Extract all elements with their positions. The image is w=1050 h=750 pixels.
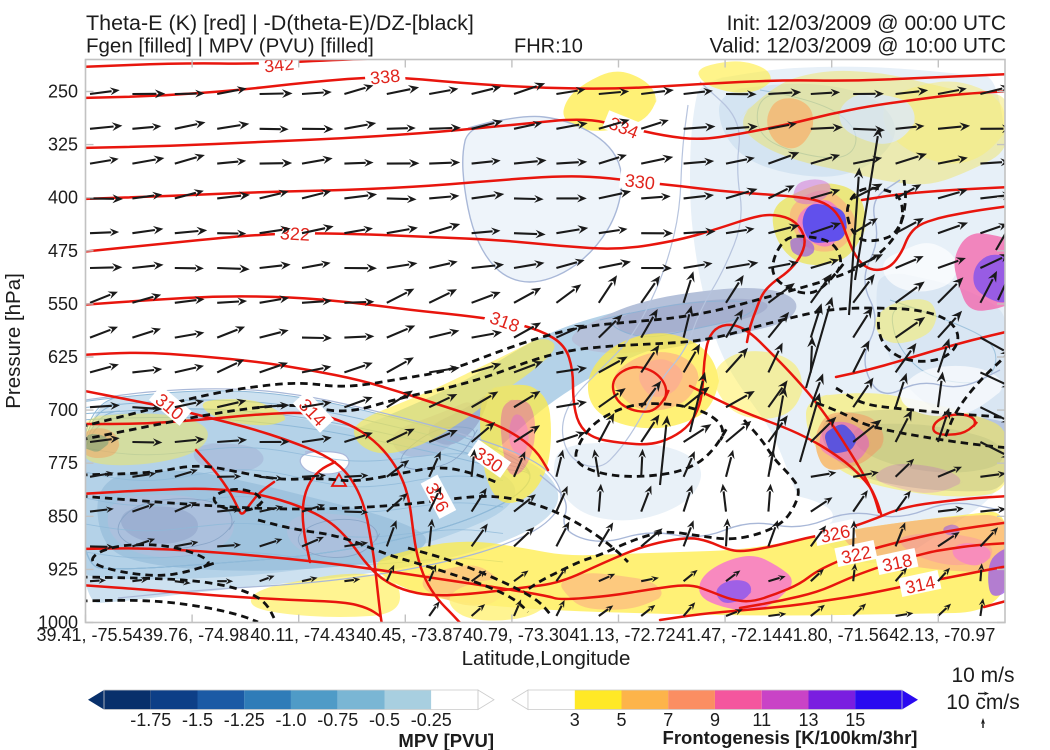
svg-text:318: 318 <box>487 307 522 336</box>
svg-text:41.47, -72.14: 41.47, -72.14 <box>676 625 782 645</box>
svg-text:Pressure [hPa]: Pressure [hPa] <box>2 273 25 409</box>
svg-text:39.76, -74.98: 39.76, -74.98 <box>143 625 249 645</box>
svg-text:39.41, -75.54: 39.41, -75.54 <box>36 625 142 645</box>
svg-text:Frontogenesis [K/100km/3hr]: Frontogenesis [K/100km/3hr] <box>663 727 918 748</box>
svg-text:925: 925 <box>48 559 78 579</box>
svg-text:550: 550 <box>48 294 78 314</box>
svg-text:-1.25: -1.25 <box>224 710 265 730</box>
svg-text:Valid: 12/03/2009 @ 10:00 UTC: Valid: 12/03/2009 @ 10:00 UTC <box>710 35 1006 58</box>
svg-text:330: 330 <box>624 170 656 194</box>
svg-text:1000: 1000 <box>38 613 78 633</box>
svg-text:775: 775 <box>48 453 78 473</box>
svg-text:Fgen [filled] | MPV (PVU) [fil: Fgen [filled] | MPV (PVU) [filled] <box>86 35 374 58</box>
svg-text:325: 325 <box>48 135 78 155</box>
svg-text:-0.5: -0.5 <box>369 710 400 730</box>
svg-text:850: 850 <box>48 506 78 526</box>
svg-text:338: 338 <box>369 65 401 88</box>
svg-text:MPV [PVU]: MPV [PVU] <box>398 730 494 750</box>
svg-text:15: 15 <box>845 710 865 730</box>
svg-text:40.45, -73.87: 40.45, -73.87 <box>356 625 462 645</box>
svg-text:11: 11 <box>752 710 771 730</box>
svg-text:400: 400 <box>48 188 78 208</box>
svg-text:9: 9 <box>710 710 720 730</box>
svg-text:FHR:10: FHR:10 <box>514 36 583 58</box>
svg-text:Latitude,Longitude: Latitude,Longitude <box>462 647 631 670</box>
svg-text:10 m/s: 10 m/s <box>951 664 1014 687</box>
svg-text:-0.25: -0.25 <box>411 710 452 730</box>
svg-text:342: 342 <box>263 53 295 76</box>
svg-text:40.79, -73.30: 40.79, -73.30 <box>463 625 569 645</box>
svg-text:Theta-E (K) [red] | -D(theta-E: Theta-E (K) [red] | -D(theta-E)/DZ-[blac… <box>86 11 474 35</box>
svg-text:700: 700 <box>48 400 78 420</box>
svg-text:41.13, -72.72: 41.13, -72.72 <box>569 625 675 645</box>
svg-text:-1.75: -1.75 <box>130 710 171 730</box>
svg-text:7: 7 <box>663 710 673 730</box>
svg-text:250: 250 <box>48 82 78 102</box>
svg-text:3: 3 <box>570 710 580 730</box>
svg-text:322: 322 <box>279 223 310 245</box>
svg-text:-1.5: -1.5 <box>182 710 213 730</box>
svg-text:42.13, -70.97: 42.13, -70.97 <box>889 625 995 645</box>
svg-text:-1.0: -1.0 <box>275 710 306 730</box>
svg-text:475: 475 <box>48 241 78 261</box>
svg-text:40.11, -74.43: 40.11, -74.43 <box>250 625 355 645</box>
svg-text:Init: 12/03/2009 @ 00:00 UTC: Init: 12/03/2009 @ 00:00 UTC <box>727 12 1006 35</box>
svg-text:-0.75: -0.75 <box>317 710 358 730</box>
svg-text:5: 5 <box>616 710 626 730</box>
svg-text:625: 625 <box>48 347 78 367</box>
svg-text:10 cm/s: 10 cm/s <box>946 691 1020 714</box>
svg-text:41.80, -71.56: 41.80, -71.56 <box>783 625 889 645</box>
svg-text:13: 13 <box>798 710 818 730</box>
